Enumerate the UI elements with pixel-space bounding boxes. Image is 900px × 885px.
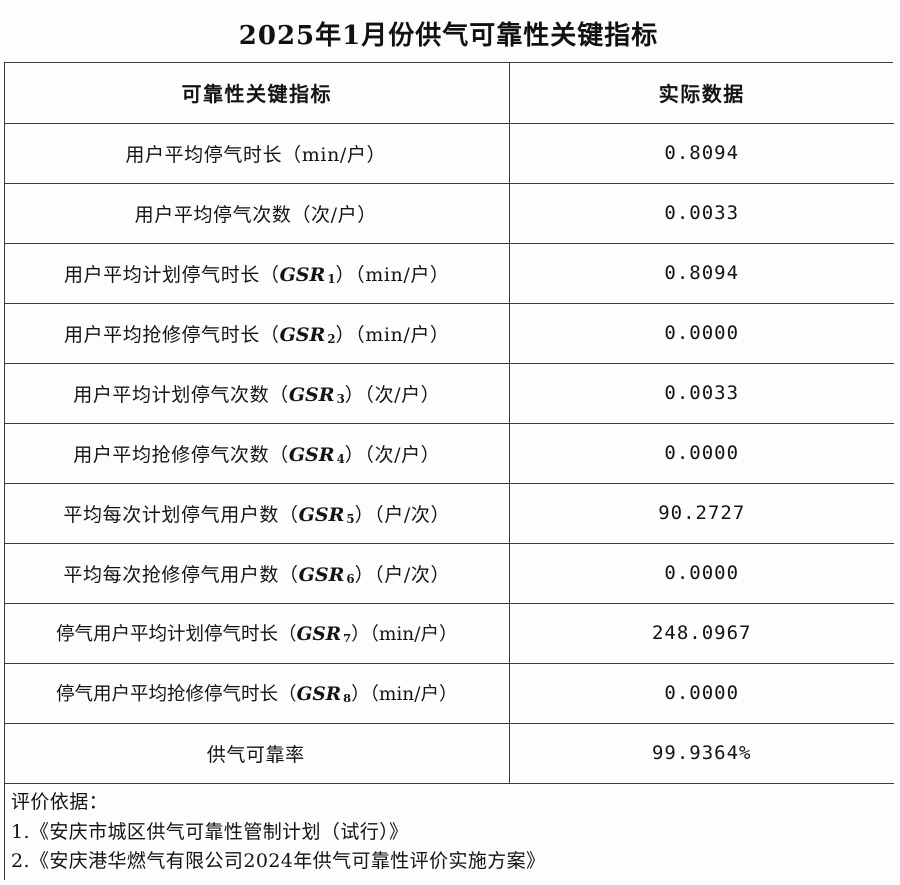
row-label-prefix: 用户平均抢修停气时长（ <box>63 323 280 346</box>
row-label-prefix: 用户平均抢修停气次数（ <box>73 443 289 466</box>
row-label-suffix: ）（min/户） <box>335 323 450 346</box>
gsr-text: GSR <box>296 624 342 645</box>
row-label-suffix: ）（min/户） <box>351 624 458 645</box>
row-label-prefix: 平均每次计划停气用户数（ <box>63 503 299 526</box>
row-value: 0.0000 <box>508 422 894 484</box>
row-label-prefix: 用户平均计划停气次数（ <box>73 383 289 406</box>
gsr-symbol: GSR 1 <box>280 264 336 286</box>
row-label-suffix: ）（min/户） <box>335 263 450 286</box>
row-value: 0.8094 <box>508 122 894 184</box>
gsr-subscript: 5 <box>346 511 355 526</box>
row-label: 用户平均停气次数（次/户） <box>5 182 510 244</box>
gsr-symbol: GSR 7 <box>297 624 352 645</box>
table-row: 平均每次抢修停气用户数（GSR 6）（户/次） 0.0000 <box>5 542 894 604</box>
gsr-subscript: 4 <box>336 451 345 466</box>
row-label: 平均每次抢修停气用户数（GSR 6）（户/次） <box>5 542 510 604</box>
gsr-symbol: GSR 4 <box>289 444 345 466</box>
row-label-prefix: 平均每次抢修停气用户数（ <box>63 563 299 586</box>
gsr-text: GSR <box>288 383 335 406</box>
table-row: 供气可靠率 99.9364% <box>5 722 894 784</box>
page-title: 2025年1月份供气可靠性关键指标 <box>238 21 659 51</box>
table-row: 停气用户平均计划停气时长（GSR 7）（min/户） 248.0967 <box>5 602 894 664</box>
row-label-prefix: 供气可靠率 <box>206 743 305 766</box>
row-label-suffix: ）（min/户） <box>351 684 458 705</box>
note-heading: 评价依据： <box>11 791 109 814</box>
table-row: 用户平均停气次数（次/户） 0.0033 <box>5 182 894 244</box>
gsr-symbol: GSR 3 <box>289 384 345 406</box>
row-value: 0.0033 <box>508 362 894 424</box>
row-value: 248.0967 <box>508 602 894 664</box>
row-label-suffix: ）（次/户） <box>344 383 441 406</box>
row-value: 0.8094 <box>508 242 894 304</box>
row-value: 0.0000 <box>508 662 894 724</box>
gsr-subscript: 8 <box>343 691 352 706</box>
row-label: 用户平均计划停气时长（GSR 1）（min/户） <box>5 242 510 304</box>
gsr-subscript: 6 <box>346 571 355 586</box>
row-label-prefix: 停气用户平均抢修停气时长（ <box>56 684 297 705</box>
column-header-value: 实际数据 <box>508 63 894 124</box>
row-label-suffix: ）（户/次） <box>354 563 451 586</box>
gsr-subscript: 1 <box>327 271 336 286</box>
row-value: 0.0033 <box>508 182 894 244</box>
note-line-1: 1.《安庆市城区供气可靠性管制计划（试行）》 <box>11 820 409 843</box>
gsr-symbol <box>305 744 307 766</box>
gsr-symbol: GSR 8 <box>297 684 352 705</box>
row-label: 用户平均抢修停气次数（GSR 4）（次/户） <box>5 422 510 484</box>
table-row: 用户平均停气时长（min/户） 0.8094 <box>5 122 894 184</box>
gsr-text: GSR <box>288 443 335 466</box>
gsr-text: GSR <box>296 684 342 705</box>
table-row: 平均每次计划停气用户数（GSR 5）（户/次） 90.2727 <box>5 482 894 544</box>
gsr-text: GSR <box>298 563 345 586</box>
table-row: 停气用户平均抢修停气时长（GSR 8）（min/户） 0.0000 <box>5 662 894 724</box>
row-label: 停气用户平均计划停气时长（GSR 7）（min/户） <box>5 602 510 664</box>
row-label-suffix: ）（次/户） <box>344 443 441 466</box>
gsr-text: GSR <box>279 323 326 346</box>
column-header-indicator: 可靠性关键指标 <box>5 63 510 124</box>
row-label: 用户平均停气时长（min/户） <box>5 122 510 184</box>
gsr-text: GSR <box>279 263 326 286</box>
gsr-subscript <box>305 752 307 766</box>
row-label: 停气用户平均抢修停气时长（GSR 8）（min/户） <box>5 662 510 724</box>
table-row: 用户平均抢修停气次数（GSR 4）（次/户） 0.0000 <box>5 422 894 484</box>
row-label-prefix: 用户平均计划停气时长（ <box>63 263 280 286</box>
table-row: 用户平均计划停气次数（GSR 3）（次/户） 0.0033 <box>5 362 894 424</box>
indicator-table: 可靠性关键指标 实际数据 用户平均停气时长（min/户） 0.8094 用户平均… <box>5 63 894 881</box>
row-label-prefix: 停气用户平均计划停气时长（ <box>56 624 297 645</box>
gsr-symbol: GSR 2 <box>280 324 336 346</box>
evaluation-basis-note: 评价依据： 1.《安庆市城区供气可靠性管制计划（试行）》 2.《安庆港华燃气有限… <box>5 782 894 881</box>
gsr-subscript: 7 <box>343 631 352 646</box>
row-value: 99.9364% <box>508 722 894 784</box>
row-label-prefix: 用户平均停气次数（次/户） <box>134 203 377 226</box>
gsr-subscript <box>377 212 379 226</box>
table-body: 可靠性关键指标 实际数据 用户平均停气时长（min/户） 0.8094 用户平均… <box>5 63 894 881</box>
gsr-subscript: 2 <box>327 331 336 346</box>
table-header-row: 可靠性关键指标 实际数据 <box>5 63 894 124</box>
table-row: 用户平均抢修停气时长（GSR 2）（min/户） 0.0000 <box>5 302 894 364</box>
row-label: 用户平均计划停气次数（GSR 3）（次/户） <box>5 362 510 424</box>
row-label: 平均每次计划停气用户数（GSR 5）（户/次） <box>5 482 510 544</box>
gsr-symbol <box>377 204 379 226</box>
note-line-2: 2.《安庆港华燃气有限公司2024年供气可靠性评价实施方案》 <box>11 849 546 872</box>
row-value: 90.2727 <box>508 482 894 544</box>
gsr-symbol <box>386 144 388 166</box>
row-label: 供气可靠率 <box>5 722 510 784</box>
row-label-prefix: 用户平均停气时长（min/户） <box>125 143 387 166</box>
row-label-suffix: ）（户/次） <box>354 503 451 526</box>
indicator-table-container: 可靠性关键指标 实际数据 用户平均停气时长（min/户） 0.8094 用户平均… <box>4 62 894 881</box>
table-row: 用户平均计划停气时长（GSR 1）（min/户） 0.8094 <box>5 242 894 304</box>
gsr-text: GSR <box>298 503 345 526</box>
gsr-symbol: GSR 6 <box>299 564 355 586</box>
row-value: 0.0000 <box>508 542 894 604</box>
gsr-symbol: GSR 5 <box>299 504 355 526</box>
row-value: 0.0000 <box>508 302 894 364</box>
footer-note-row: 评价依据： 1.《安庆市城区供气可靠性管制计划（试行）》 2.《安庆港华燃气有限… <box>5 782 894 881</box>
gsr-subscript <box>386 152 388 166</box>
row-label: 用户平均抢修停气时长（GSR 2）（min/户） <box>5 302 510 364</box>
gsr-subscript: 3 <box>336 391 345 406</box>
